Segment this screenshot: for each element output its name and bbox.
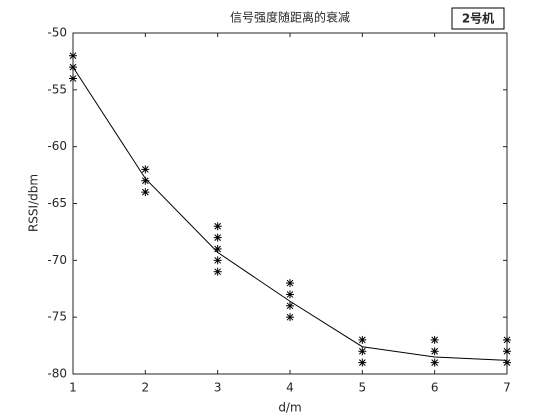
x-axis-label: d/m [278,401,301,415]
asterisk-stroke [503,336,511,344]
asterisk-stroke [358,347,366,355]
annotation: 2号机 [462,11,494,26]
y-tick-label: -60 [47,139,67,153]
y-axis-label: RSSI/dbm [27,174,41,232]
x-tick-label: 6 [431,381,439,395]
x-tick-label: 7 [503,381,511,395]
asterisk-point [430,347,439,356]
asterisk-point [358,347,367,356]
asterisk-stroke [69,52,77,60]
asterisk-stroke [69,75,77,82]
asterisk-point [213,233,222,242]
asterisk-point [430,358,439,367]
y-tick-label: -75 [47,310,67,324]
asterisk-point [141,188,150,197]
asterisk-stroke [141,166,149,173]
asterisk-stroke [214,234,222,241]
asterisk-stroke [141,188,149,196]
asterisk-point [503,347,511,356]
asterisk-point [286,301,294,310]
y-tick-label: -80 [47,367,67,381]
asterisk-point [69,51,77,60]
x-tick-label: 4 [286,381,294,395]
asterisk-stroke [141,177,149,185]
asterisk-point [213,222,222,231]
asterisk-stroke [503,347,511,355]
x-tick-label: 3 [214,381,222,395]
x-tick-label: 2 [142,381,150,395]
x-tick-label: 1 [69,381,77,395]
asterisk-point [286,279,294,288]
annotation-box [451,7,505,30]
asterisk-stroke [358,336,366,344]
asterisk-stroke [431,359,439,366]
asterisk-point [358,358,367,367]
asterisk-point [69,74,77,83]
asterisk-stroke [214,268,222,276]
asterisk-point [213,256,222,265]
y-tick-label: -70 [47,253,67,267]
asterisk-stroke [431,336,439,344]
asterisk-stroke [286,302,294,310]
asterisk-point [286,313,294,322]
asterisk-stroke [286,291,294,298]
asterisk-stroke [431,347,439,355]
asterisk-stroke [214,256,222,264]
asterisk-stroke [286,313,294,321]
asterisk-stroke [358,359,366,366]
asterisk-stroke [214,222,222,230]
asterisk-point [430,335,439,344]
chart-title: 信号强度随距离的衰减 [230,10,350,25]
asterisk-point [141,165,150,174]
asterisk-point [358,335,367,344]
x-tick-label: 5 [359,381,367,395]
y-tick-label: -55 [47,82,67,96]
asterisk-point [286,290,294,299]
y-tick-label: -50 [47,26,67,40]
asterisk-point [213,267,222,276]
fit-line [72,66,508,361]
asterisk-point [503,335,511,344]
asterisk-stroke [503,359,511,366]
y-tick-label: -65 [47,196,67,210]
asterisk-stroke [286,279,294,287]
